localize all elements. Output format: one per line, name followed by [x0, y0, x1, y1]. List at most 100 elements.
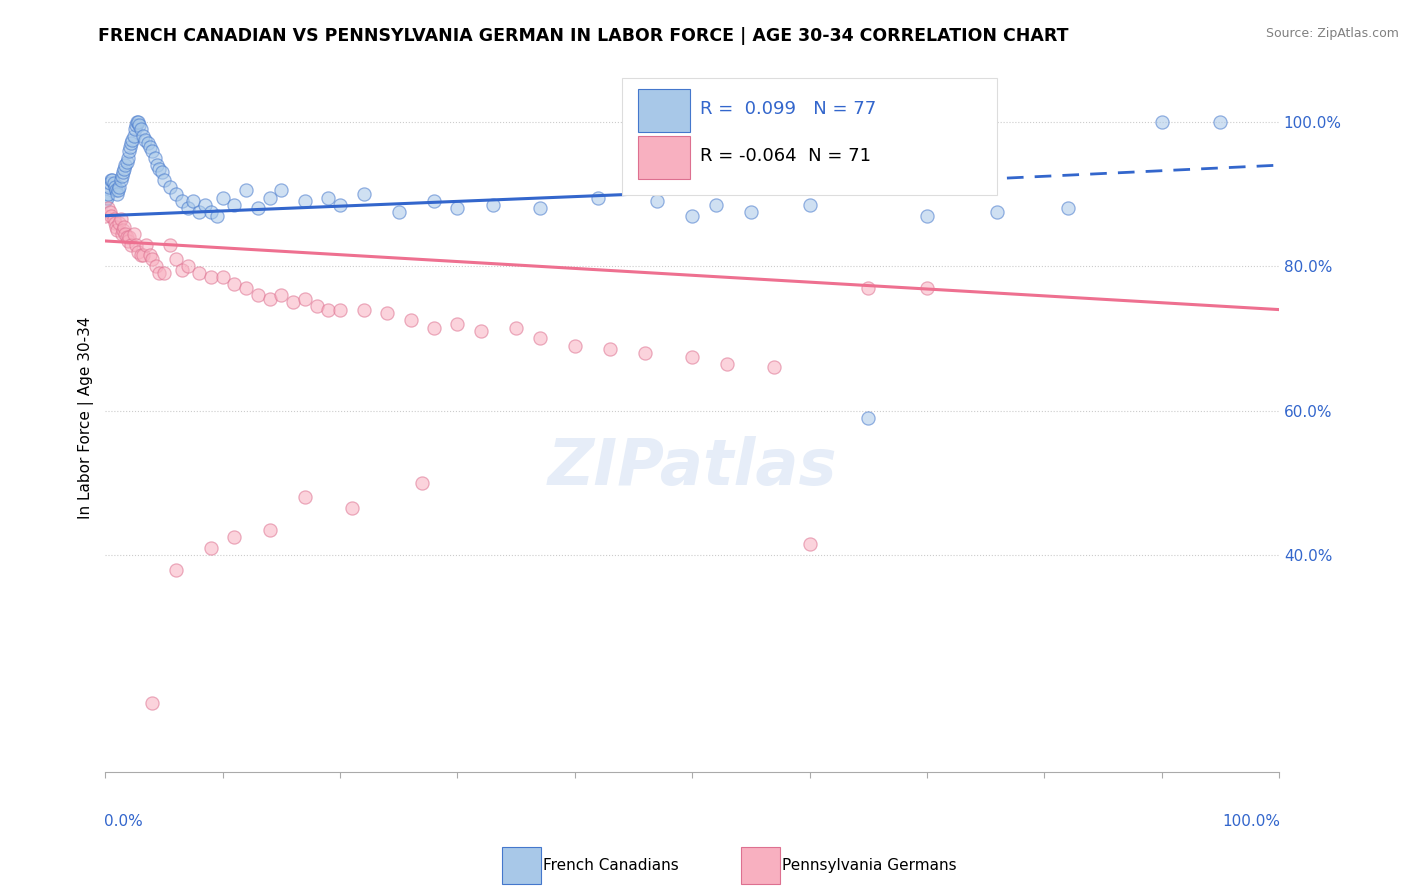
- Point: [270, 183, 292, 197]
- Point: [481, 198, 503, 212]
- Point: [104, 183, 127, 197]
- Point: [1150, 115, 1173, 129]
- Point: [799, 198, 821, 212]
- Point: [124, 122, 146, 136]
- Point: [135, 237, 157, 252]
- Point: [740, 205, 762, 219]
- Point: [205, 209, 228, 223]
- FancyBboxPatch shape: [638, 136, 690, 179]
- Point: [915, 281, 938, 295]
- Point: [200, 205, 222, 219]
- Point: [915, 209, 938, 223]
- Point: [259, 292, 281, 306]
- Point: [100, 172, 122, 186]
- Point: [153, 172, 176, 186]
- Point: [112, 219, 135, 234]
- Point: [129, 122, 152, 136]
- Point: [104, 179, 127, 194]
- Point: [134, 133, 156, 147]
- Point: [645, 194, 668, 209]
- Point: [194, 198, 217, 212]
- Point: [101, 172, 124, 186]
- Point: [170, 263, 193, 277]
- Point: [132, 248, 155, 262]
- Point: [423, 194, 446, 209]
- Point: [856, 410, 879, 425]
- Point: [121, 133, 143, 147]
- Point: [148, 267, 170, 281]
- Point: [763, 360, 786, 375]
- Point: [111, 227, 134, 241]
- Point: [120, 237, 142, 252]
- Point: [111, 165, 134, 179]
- Point: [104, 216, 127, 230]
- Point: [399, 313, 422, 327]
- Point: [224, 530, 246, 544]
- Point: [111, 223, 134, 237]
- Point: [211, 270, 233, 285]
- Point: [103, 176, 125, 190]
- Point: [139, 248, 162, 262]
- Point: [281, 295, 304, 310]
- Text: Pennsylvania Germans: Pennsylvania Germans: [782, 858, 956, 872]
- Point: [200, 541, 222, 555]
- Point: [110, 172, 132, 186]
- FancyBboxPatch shape: [621, 78, 997, 195]
- Point: [470, 324, 492, 338]
- Point: [145, 259, 167, 273]
- Point: [270, 288, 292, 302]
- Text: FRENCH CANADIAN VS PENNSYLVANIA GERMAN IN LABOR FORCE | AGE 30-34 CORRELATION CH: FRENCH CANADIAN VS PENNSYLVANIA GERMAN I…: [98, 27, 1069, 45]
- Point: [97, 202, 120, 216]
- Point: [96, 191, 118, 205]
- Point: [259, 191, 281, 205]
- Point: [105, 187, 128, 202]
- Point: [97, 187, 120, 202]
- Point: [294, 491, 316, 505]
- Point: [188, 205, 211, 219]
- Point: [122, 129, 145, 144]
- Point: [176, 259, 198, 273]
- Point: [97, 179, 120, 194]
- Point: [125, 115, 148, 129]
- Point: [141, 252, 163, 266]
- Text: R =  0.099   N = 77: R = 0.099 N = 77: [700, 100, 876, 118]
- Y-axis label: In Labor Force | Age 30-34: In Labor Force | Age 30-34: [79, 317, 94, 519]
- Point: [446, 317, 468, 331]
- Point: [129, 248, 152, 262]
- Point: [986, 205, 1008, 219]
- Point: [176, 202, 198, 216]
- Point: [118, 140, 141, 154]
- Point: [100, 209, 122, 223]
- Point: [115, 154, 138, 169]
- Point: [108, 179, 131, 194]
- Point: [505, 320, 527, 334]
- Point: [599, 343, 621, 357]
- Point: [716, 357, 738, 371]
- Point: [211, 191, 233, 205]
- Point: [388, 205, 411, 219]
- Point: [112, 161, 135, 176]
- Point: [259, 523, 281, 537]
- Point: [224, 198, 246, 212]
- Point: [353, 187, 375, 202]
- Point: [122, 227, 145, 241]
- Point: [799, 537, 821, 551]
- Point: [141, 696, 163, 710]
- Point: [118, 144, 141, 158]
- Point: [165, 252, 187, 266]
- Point: [165, 187, 187, 202]
- Text: R = -0.064  N = 71: R = -0.064 N = 71: [700, 147, 872, 165]
- Point: [329, 302, 352, 317]
- Point: [139, 140, 162, 154]
- Point: [94, 209, 117, 223]
- Point: [150, 165, 173, 179]
- Point: [111, 169, 134, 183]
- Point: [318, 191, 340, 205]
- Point: [294, 194, 316, 209]
- Point: [856, 281, 879, 295]
- Text: ZIPatlas: ZIPatlas: [547, 436, 837, 499]
- Point: [318, 302, 340, 317]
- Point: [704, 198, 727, 212]
- Point: [159, 179, 181, 194]
- Point: [1209, 115, 1232, 129]
